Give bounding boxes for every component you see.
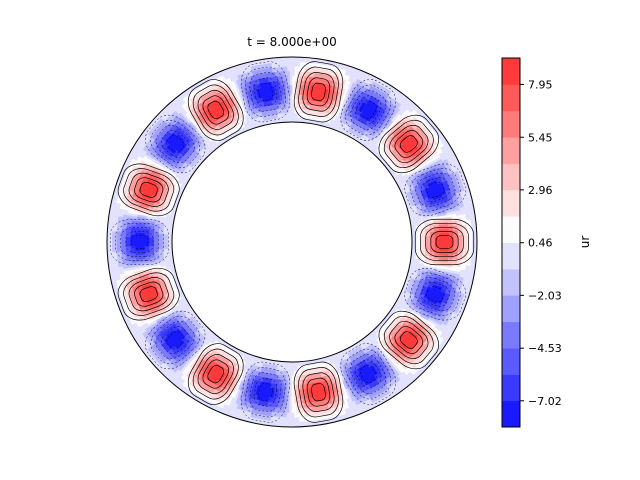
field-cell (458, 241, 464, 245)
field-cell (453, 241, 459, 245)
field-cell (411, 241, 417, 245)
chart-title: t = 8.000e+00 (247, 35, 336, 49)
field-cell (420, 241, 427, 245)
field-cell (444, 241, 450, 245)
annulus-field (107, 57, 477, 427)
field-cell (430, 241, 436, 245)
field-cell (425, 241, 431, 245)
field-cell (439, 241, 445, 245)
